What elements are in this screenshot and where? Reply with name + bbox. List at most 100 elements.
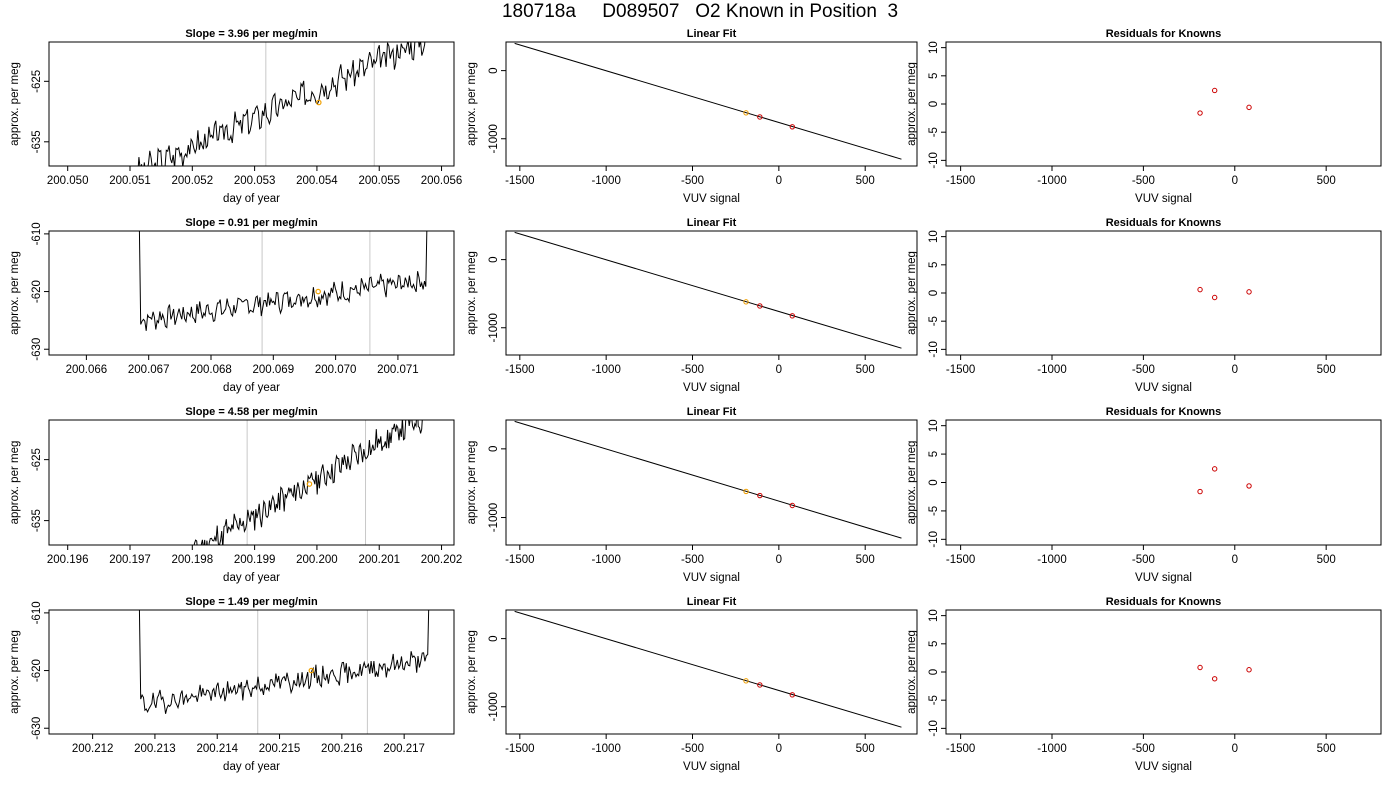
plot-frame [945, 230, 1382, 356]
data-point-2 [757, 682, 763, 688]
y-tick-label: -1000 [488, 692, 500, 721]
series-line [137, 42, 426, 166]
y-tick-label: -10 [928, 531, 940, 548]
x-axis-label: VUV signal [683, 761, 740, 773]
y-axis-label: approx. per meg [906, 630, 918, 714]
x-tick-label: 0 [1232, 743, 1238, 755]
plot-area [138, 231, 428, 355]
data-point-1 [1197, 110, 1203, 116]
panel-title: Linear Fit [687, 28, 737, 40]
y-tick-label: -630 [31, 338, 43, 361]
y-tick-label: 0 [488, 446, 500, 452]
panel-title: Linear Fit [687, 596, 737, 608]
x-axis-label: day of year [223, 572, 280, 584]
y-tick-label: 5 [928, 73, 940, 79]
x-tick-label: -500 [1132, 554, 1155, 566]
y-tick-label: -5 [928, 506, 940, 516]
x-tick-label: 500 [856, 554, 875, 566]
plot-frame [48, 609, 455, 735]
plot-frame [505, 419, 918, 546]
panel-title: Slope = 4.58 per meg/min [185, 406, 318, 418]
series-line [193, 420, 423, 545]
data-point-3 [789, 692, 796, 698]
y-tick-label: -620 [31, 659, 43, 682]
panel-1-2: Linear Fit -1500 -1000 -500 0 500 0 -1000 VUV si… [466, 28, 918, 205]
x-tick-label: 200.071 [377, 364, 419, 376]
known-marker [315, 99, 322, 106]
x-tick-label: -1000 [1037, 175, 1066, 187]
x-tick-label: 500 [1317, 175, 1336, 187]
panel-3-1: Slope = 4.58 per meg/min 200.196 200.197 20… [9, 406, 463, 584]
x-tick-label: -500 [681, 554, 704, 566]
data-point-2 [757, 492, 763, 499]
panel-3-3: Residuals for Knowns -1500 -1000 -500 0 500 -1… [906, 406, 1382, 584]
y-tick-label: -635 [31, 130, 43, 153]
x-tick-label: 200.050 [47, 175, 89, 187]
y-tick-label: 5 [928, 641, 940, 647]
y-tick-label: 0 [928, 290, 940, 296]
x-axis-label: VUV signal [1135, 572, 1192, 584]
x-axis-label: VUV signal [1135, 193, 1192, 205]
fit-line [514, 42, 902, 160]
x-tick-label: 200.202 [421, 554, 463, 566]
y-tick-label: -1000 [488, 313, 500, 342]
x-tick-label: -1000 [1037, 554, 1066, 566]
y-tick-label: -630 [31, 717, 43, 740]
x-tick-label: -500 [681, 175, 704, 187]
data-point-1 [1197, 664, 1203, 671]
data-point-2 [757, 114, 763, 120]
x-tick-label: 0 [1232, 554, 1238, 566]
y-tick-label: 10 [928, 419, 940, 432]
x-tick-label: 500 [856, 743, 875, 755]
x-tick-label: 0 [1232, 175, 1238, 187]
x-tick-label: -1500 [946, 554, 975, 566]
fit-line [514, 610, 902, 728]
plot-area [1197, 87, 1252, 116]
y-tick-label: -625 [31, 70, 43, 93]
panel-title: Linear Fit [687, 217, 737, 229]
x-tick-label: 0 [776, 743, 782, 755]
panel-2-2: Linear Fit -1500 -1000 -500 0 500 0 -1000 VUV si… [466, 217, 918, 394]
panel-title: Residuals for Knowns [1106, 596, 1222, 608]
x-tick-label: 0 [776, 554, 782, 566]
x-tick-label: -500 [681, 743, 704, 755]
x-tick-label: -1000 [591, 743, 620, 755]
x-tick-label: 200.198 [172, 554, 214, 566]
x-axis-label: day of year [223, 382, 280, 394]
series-line [138, 231, 428, 331]
known-marker [308, 667, 315, 674]
y-tick-label: -1000 [488, 503, 500, 532]
plot-frame [48, 230, 455, 356]
plot-area [514, 42, 902, 160]
page-title: 180718a D089507 O2 Known in Position 3 [501, 1, 899, 22]
known-marker [315, 288, 321, 295]
panel-title: Linear Fit [687, 406, 737, 418]
x-tick-label: -500 [1132, 743, 1155, 755]
panel-title: Slope = 0.91 per meg/min [185, 217, 318, 229]
y-tick-label: 5 [928, 451, 940, 457]
data-point-1 [743, 110, 749, 116]
y-tick-label: 5 [928, 262, 940, 268]
fit-line [514, 420, 902, 539]
data-point-3 [1246, 667, 1252, 673]
panel-2-1: Slope = 0.91 per meg/min 200.066 200.067 20… [9, 217, 455, 394]
y-tick-label: 0 [488, 256, 500, 262]
x-tick-label: 500 [1317, 554, 1336, 566]
y-axis-label: approx. per meg [9, 441, 21, 525]
x-tick-label: 500 [856, 175, 875, 187]
y-axis-label: approx. per meg [466, 630, 478, 714]
plot-frame [505, 41, 918, 167]
x-tick-label: 500 [856, 364, 875, 376]
data-point-2 [757, 303, 763, 309]
x-tick-label: -1000 [591, 554, 620, 566]
x-tick-label: 0 [1232, 364, 1238, 376]
series-line [138, 610, 430, 714]
x-tick-label: -1000 [591, 175, 620, 187]
y-tick-label: -10 [928, 341, 940, 358]
plot-area [1197, 664, 1252, 682]
y-tick-label: 10 [928, 41, 940, 54]
data-point-3 [1246, 483, 1252, 489]
x-axis-label: VUV signal [1135, 382, 1192, 394]
x-axis-label: VUV signal [683, 193, 740, 205]
y-axis-label: approx. per meg [906, 441, 918, 525]
